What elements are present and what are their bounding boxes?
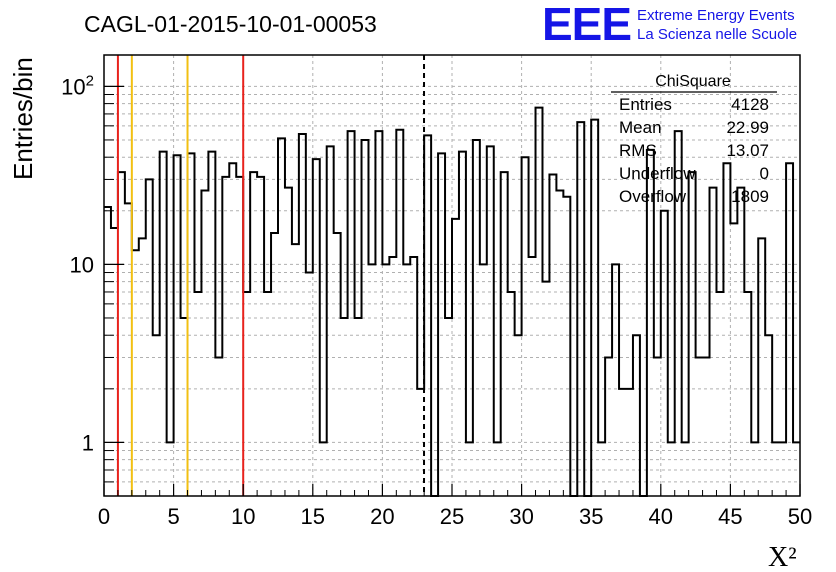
stats-row-label: Entries — [619, 95, 672, 114]
x-axis-label: X² — [768, 542, 797, 572]
y-axis-label: Entries/bin — [8, 57, 38, 180]
x-tick-label: 5 — [167, 504, 179, 529]
stats-title: ChiSquare — [655, 73, 731, 90]
x-tick-label: 20 — [370, 504, 394, 529]
x-tick-label: 40 — [649, 504, 673, 529]
stats-row-label: Overflow — [619, 187, 687, 206]
x-tick-label: 30 — [509, 504, 533, 529]
x-tick-label: 0 — [98, 504, 110, 529]
logo-line1: Extreme Energy Events — [637, 7, 795, 24]
chart-title: CAGL-01-2015-10-01-00053 — [84, 11, 377, 37]
x-tick-label: 35 — [579, 504, 603, 529]
stats-row-label: Mean — [619, 118, 662, 137]
x-tick-label: 15 — [301, 504, 325, 529]
eee-logo: EEE Extreme Energy Events La Scienza nel… — [542, 0, 797, 50]
x-tick-label: 25 — [440, 504, 464, 529]
stats-row-value: 13.07 — [726, 141, 769, 160]
y-tick-label: 102 — [61, 72, 94, 99]
y-axis-ticks: 1 10 102 — [61, 72, 124, 483]
logo-mark: EEE — [542, 0, 631, 50]
stats-rows: Entries 4128 Mean 22.99 RMS 13.07 Underflow 0 Ov… — [619, 95, 769, 206]
histogram-outline — [104, 106, 800, 497]
x-axis-ticks: 0 5 10 15 20 25 30 35 40 45 50 — [98, 484, 812, 529]
histogram-bins — [104, 106, 800, 497]
stats-row-value: 22.99 — [726, 118, 769, 137]
stats-row-value: 1809 — [731, 187, 769, 206]
x-tick-label: 50 — [788, 504, 812, 529]
logo-line2: La Scienza nelle Scuole — [637, 26, 797, 43]
x-tick-label: 10 — [231, 504, 255, 529]
y-tick-label: 1 — [82, 430, 94, 455]
x-tick-label: 45 — [718, 504, 742, 529]
stats-row-value: 4128 — [731, 95, 769, 114]
stats-row-label: Underflow — [619, 164, 696, 183]
stats-row-label: RMS — [619, 141, 657, 160]
stats-box: ChiSquare Entries 4128 Mean 22.99 RMS 13.07 Un… — [611, 73, 777, 206]
y-tick-label: 10 — [70, 252, 94, 277]
stats-row-value: 0 — [760, 164, 769, 183]
reference-lines — [116, 55, 426, 496]
